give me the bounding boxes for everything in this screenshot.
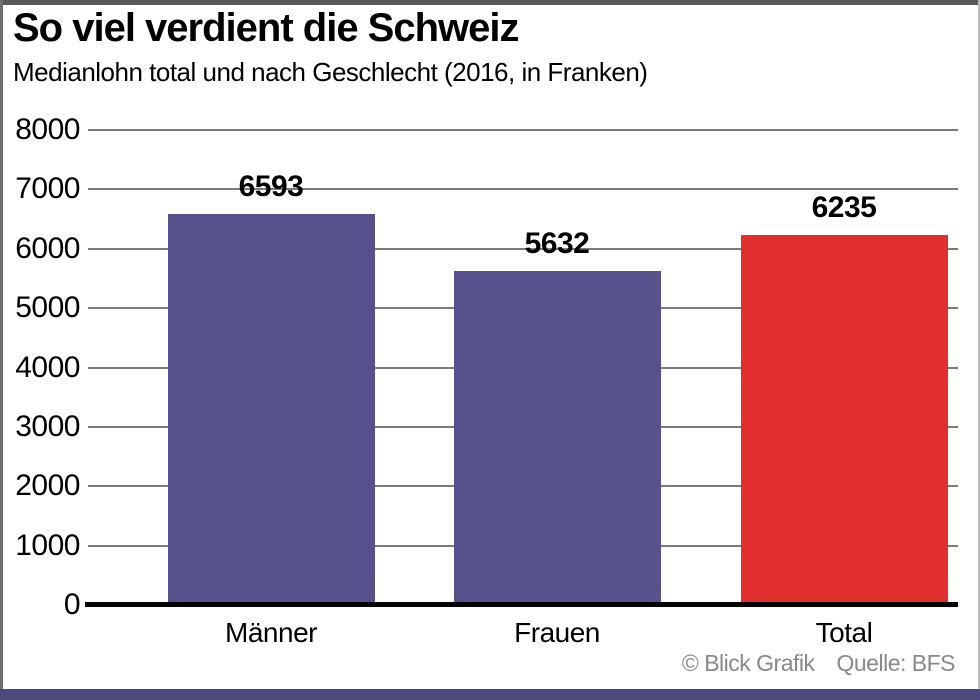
left-border [0, 0, 3, 700]
y-axis-tick-label: 0 [63, 588, 81, 621]
credit-text: © Blick Grafik [681, 650, 815, 676]
bar-value-label: 6593 [238, 169, 304, 203]
x-axis-category-label: Frauen [514, 617, 600, 648]
y-axis-tick-label: 5000 [15, 291, 80, 325]
gridline-7000 [88, 188, 958, 191]
bar-Total [740, 234, 948, 602]
y-axis-tick-label: 7000 [15, 172, 80, 206]
y-axis-tick-label: 3000 [15, 409, 80, 443]
y-axis-tick-label: 6000 [15, 231, 80, 265]
bar-Frauen [453, 270, 661, 602]
x-axis-category-label: Männer [225, 617, 317, 648]
bottom-accent-strip [0, 689, 980, 700]
gridline-6000 [88, 247, 958, 250]
x-axis-baseline [85, 602, 958, 607]
chart-title: So viel verdient die Schweiz [13, 6, 520, 50]
source-text: Quelle: BFS [836, 650, 956, 676]
y-axis-tick-label: 2000 [15, 469, 80, 503]
right-border [978, 0, 980, 700]
y-axis-tick-label: 4000 [15, 350, 80, 384]
gridline-8000 [88, 129, 958, 131]
x-axis-category-label: Total [815, 617, 873, 648]
bar-value-label: 6235 [811, 190, 877, 224]
chart-subtitle: Medianlohn total und nach Geschlecht (20… [13, 57, 648, 87]
bar-value-label: 5632 [524, 226, 590, 260]
y-axis-tick-label: 8000 [15, 113, 80, 146]
top-border [0, 0, 980, 5]
y-axis-tick-label: 1000 [15, 528, 80, 562]
footer: © Blick Grafik Quelle: BFS [681, 650, 956, 677]
bar-Männer [167, 213, 375, 602]
